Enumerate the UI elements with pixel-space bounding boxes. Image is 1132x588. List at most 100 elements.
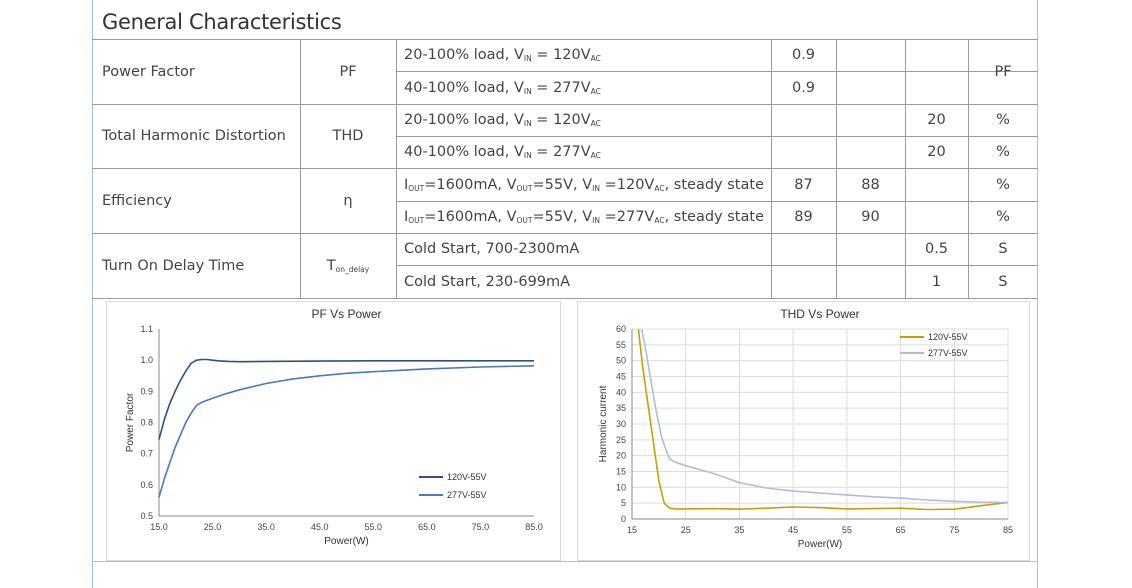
condition-text: , steady state: [664, 209, 764, 225]
chart-title: PF Vs Power: [311, 307, 381, 321]
parameter-cell: Turn On Delay Time: [102, 233, 300, 298]
table-col-divider: [836, 39, 837, 298]
chart-title: THD Vs Power: [780, 307, 859, 321]
condition-text: I: [404, 176, 409, 193]
value-cell: 0.9: [771, 39, 836, 71]
parameter-cell: Power Factor: [102, 39, 300, 104]
value-typ: 90: [861, 209, 880, 225]
condition-subscript: AC: [590, 54, 601, 63]
bottom-divider: [92, 561, 1038, 562]
y-tick-label: 60: [616, 324, 626, 334]
value-min: 0.9: [791, 47, 816, 63]
value-typ: 88: [861, 176, 880, 193]
condition-text: =120V: [599, 176, 655, 193]
value-cell: 0.9: [771, 71, 836, 104]
condition-text: 40-100% load, V: [404, 79, 524, 96]
x-tick-label: 85.0: [525, 522, 543, 532]
condition-text: =55V, V: [532, 176, 593, 193]
x-axis-label: Power(W): [798, 539, 842, 550]
legend-label: 277V-55V: [447, 490, 487, 500]
y-tick-label: 40: [616, 387, 626, 397]
condition-subscript: IN: [523, 151, 532, 160]
condition-text: Cold Start, 700-2300mA: [404, 241, 580, 257]
condition-cell: IOUT=1600mA, VOUT=55V, VIN =277VAC, stea…: [404, 201, 771, 233]
condition-text: = 277V: [531, 144, 591, 160]
condition-text: =1600mA, V: [424, 176, 517, 193]
value-cell: [771, 104, 836, 136]
condition-text: = 120V: [531, 112, 591, 128]
value-cell: [836, 136, 905, 168]
series-line-120V-55V: [637, 328, 1009, 511]
table-row-divider: [92, 104, 1038, 105]
condition-text: , steady state: [664, 176, 764, 193]
symbol-text: THD: [332, 128, 364, 144]
unit-cell: %: [968, 168, 1038, 201]
value-cell: 0.5: [905, 233, 968, 265]
table-subrow-divider: [396, 71, 1038, 72]
table-row-divider: [92, 298, 1038, 299]
x-tick-label: 35: [734, 525, 744, 535]
condition-text: 20-100% load, V: [404, 47, 524, 63]
condition-cell: 40-100% load, VIN = 277VAC: [404, 71, 771, 104]
unit-text: %: [996, 112, 1010, 128]
series-line-277V-55V: [158, 365, 535, 498]
x-tick-label: 75.0: [472, 522, 490, 532]
parameter-name: Turn On Delay Time: [102, 257, 245, 274]
condition-text: 40-100% load, V: [404, 144, 524, 160]
y-tick-label: 1.0: [140, 355, 153, 365]
value-cell: [905, 71, 968, 104]
unit-text: S: [998, 241, 1008, 257]
unit-cell: S: [968, 265, 1038, 298]
symbol-main: T: [326, 257, 336, 274]
x-tick-label: 65.0: [418, 522, 436, 532]
condition-cell: IOUT=1600mA, VOUT=55V, VIN =120VAC, stea…: [404, 168, 771, 201]
series-line-277V-55V: [640, 328, 1009, 504]
parameter-cell: Total Harmonic Distortion: [102, 104, 300, 168]
y-axis-label: Harmonic current: [598, 385, 609, 462]
condition-subscript: OUT: [516, 183, 533, 193]
condition-text: = 120V: [531, 47, 591, 63]
condition-cell: Cold Start, 700-2300mA: [404, 233, 771, 265]
value-cell: [836, 233, 905, 265]
table-col-divider: [300, 39, 301, 298]
unit-text: S: [998, 273, 1008, 290]
unit-text: PF: [994, 63, 1012, 80]
table-col-divider: [968, 39, 969, 298]
y-tick-label: 0.5: [140, 511, 153, 521]
parameter-name: Efficiency: [102, 192, 172, 209]
condition-subscript: OUT: [516, 216, 533, 225]
thd-chart-box: THD Vs Power 0 5 10 15 20 25 30 35 40 45 50 55 60 15 25…: [577, 301, 1030, 561]
condition-subscript: AC: [590, 119, 601, 128]
value-cell: [836, 104, 905, 136]
table-subrow-divider: [396, 136, 1038, 137]
y-tick-label: 30: [616, 419, 626, 429]
value-cell: 20: [905, 136, 968, 168]
value-max: 0.5: [924, 241, 949, 257]
y-tick-label: 45: [616, 372, 626, 382]
unit-cell: %: [968, 104, 1038, 136]
condition-cell: 20-100% load, VIN = 120VAC: [404, 104, 771, 136]
condition-cell: Cold Start, 230-699mA: [404, 265, 771, 298]
symbol-subscript: on_delay: [335, 264, 370, 274]
unit-cell: S: [968, 233, 1038, 265]
condition-text: = 277V: [531, 79, 591, 96]
unit-text: %: [996, 209, 1010, 225]
value-cell: 89: [771, 201, 836, 233]
condition-subscript: IN: [592, 183, 600, 193]
symbol-text: PF: [339, 63, 357, 80]
table-col-divider: [905, 39, 906, 298]
parameter-cell: Efficiency: [102, 168, 300, 233]
y-tick-label: 5: [621, 498, 626, 508]
value-min: 89: [794, 209, 813, 225]
x-tick-label: 35.0: [257, 522, 275, 532]
condition-text: I: [404, 209, 409, 225]
value-max: 20: [927, 112, 946, 128]
value-cell: 88: [836, 168, 905, 201]
x-tick-label: 55.0: [365, 522, 383, 532]
condition-text: =277V: [599, 209, 655, 225]
unit-text: %: [996, 176, 1010, 193]
legend-label: 120V-55V: [928, 332, 968, 342]
parameter-name: Total Harmonic Distortion: [102, 128, 286, 144]
value-cell: [905, 201, 968, 233]
value-cell: [771, 265, 836, 298]
